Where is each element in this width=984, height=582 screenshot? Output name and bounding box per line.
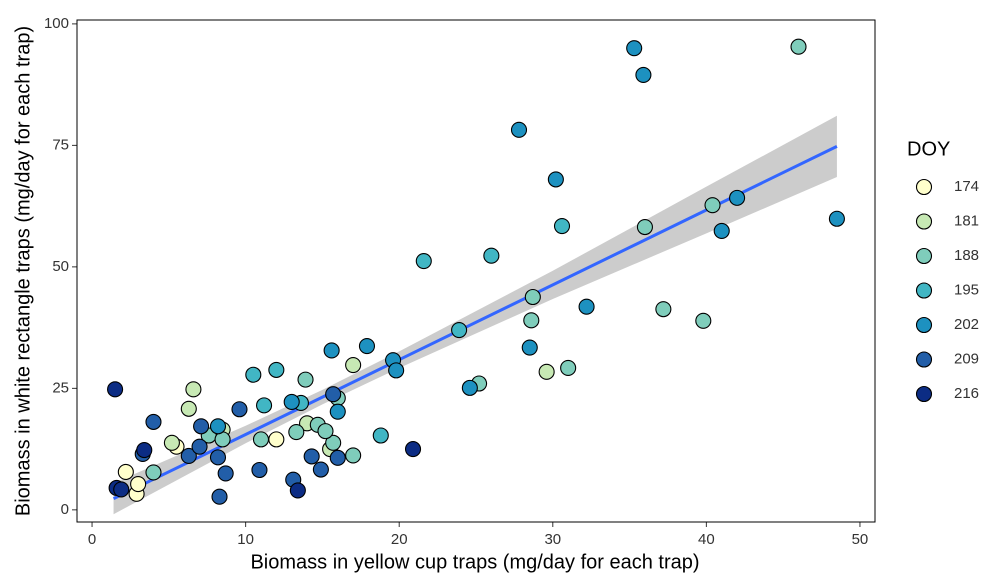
point (461, 379, 478, 396)
point (256, 397, 273, 414)
point (107, 381, 124, 398)
point (547, 171, 564, 188)
legend-swatch (915, 385, 933, 403)
point (325, 434, 342, 451)
point (323, 342, 340, 359)
point (289, 482, 306, 499)
point (729, 189, 746, 206)
point (523, 312, 540, 329)
plot-frame (76, 19, 876, 523)
point (578, 298, 595, 315)
point (325, 386, 342, 403)
point (635, 66, 652, 83)
legend-swatch (915, 316, 933, 334)
point (713, 222, 730, 239)
point (560, 359, 577, 376)
point (553, 217, 571, 235)
x-tick-label: 40 (698, 531, 715, 548)
point (288, 424, 305, 441)
legend-label: 216 (954, 385, 979, 402)
legend-swatch (915, 282, 933, 299)
point (145, 464, 162, 481)
point (136, 442, 153, 459)
point (251, 461, 268, 479)
point (180, 400, 197, 417)
x-tick-label: 10 (237, 531, 254, 548)
point (180, 447, 197, 464)
legend-swatch (915, 178, 933, 196)
legend-label: 188 (954, 247, 979, 264)
point (636, 218, 653, 236)
point (704, 197, 721, 214)
point (510, 121, 528, 138)
point (268, 431, 285, 448)
x-tick-label: 0 (88, 531, 96, 548)
y-tick-label: 75 (52, 136, 69, 153)
point (145, 413, 162, 430)
point (404, 441, 422, 458)
point (415, 252, 432, 270)
point (130, 476, 147, 493)
point (191, 438, 208, 455)
point (388, 362, 405, 379)
point (303, 448, 320, 465)
point (828, 210, 845, 227)
point (372, 427, 389, 444)
point (358, 338, 376, 355)
point (317, 423, 334, 440)
point (185, 381, 202, 398)
point (113, 481, 130, 498)
legend-label: 174 (954, 178, 979, 195)
y-tick-label: 0 (61, 501, 69, 518)
legend-title: DOY (907, 138, 950, 160)
y-tick-label: 50 (52, 258, 69, 275)
point (297, 371, 314, 388)
x-tick-label: 20 (391, 531, 408, 548)
point (345, 447, 362, 464)
point (626, 40, 643, 57)
point (483, 247, 500, 264)
point (209, 418, 227, 435)
point (521, 339, 538, 356)
point (117, 463, 134, 480)
point (193, 418, 210, 435)
legend-swatch (915, 247, 933, 265)
point (231, 401, 248, 418)
point (283, 393, 300, 411)
point (451, 321, 468, 339)
point (163, 434, 180, 451)
legend-label: 195 (954, 281, 979, 298)
y-axis-title: Biomass in white rectangle traps (mg/day… (12, 26, 34, 516)
y-tick-label: 25 (52, 379, 69, 396)
x-tick-label: 30 (544, 531, 561, 548)
point (209, 449, 227, 466)
confidence-band (113, 115, 837, 515)
point (524, 288, 541, 306)
y-tick-label: 100 (44, 15, 69, 32)
legend-swatch (915, 351, 933, 368)
legend-label: 209 (954, 350, 979, 367)
point (655, 301, 672, 318)
point (312, 461, 329, 478)
point (345, 356, 362, 374)
point (329, 449, 346, 466)
point (790, 38, 807, 55)
legend-label: 202 (954, 316, 979, 333)
legend-swatch (915, 213, 933, 230)
legend-label: 181 (954, 212, 979, 229)
point (538, 363, 555, 380)
x-tick-label: 50 (852, 531, 869, 548)
point (245, 366, 262, 383)
x-axis-title: Biomass in yellow cup traps (mg/day for … (250, 551, 699, 573)
point (268, 361, 285, 378)
point (217, 465, 234, 482)
point (695, 312, 712, 329)
point (329, 403, 346, 420)
point (252, 431, 270, 448)
point (211, 488, 228, 505)
